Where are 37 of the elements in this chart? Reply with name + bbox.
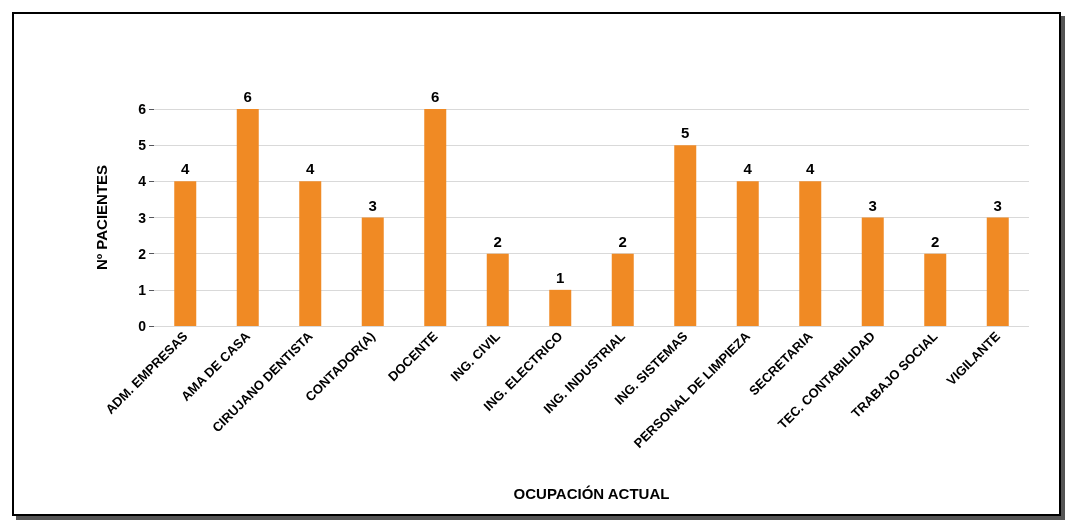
bar: [924, 253, 947, 326]
data-label: 1: [556, 268, 565, 286]
y-axis-title: Nº PACIENTES: [93, 164, 110, 271]
data-label: 6: [243, 88, 252, 105]
data-label: 4: [743, 160, 753, 178]
bar: [986, 217, 1009, 326]
data-label: 2: [618, 232, 627, 250]
y-tick-label: 5: [138, 137, 147, 154]
data-label: 3: [993, 196, 1002, 214]
y-tick-label: 0: [138, 318, 147, 334]
data-label: 3: [868, 196, 877, 214]
bar: [674, 145, 697, 326]
data-label: 5: [681, 124, 690, 142]
bar: [424, 109, 447, 326]
y-tick-label: 3: [138, 209, 147, 226]
bar: [611, 253, 634, 326]
bar: [549, 289, 572, 326]
data-label: 4: [181, 160, 191, 178]
bar: [486, 253, 509, 326]
bar: [736, 181, 759, 326]
data-label: 3: [368, 196, 377, 214]
bar: [361, 217, 384, 326]
x-axis-title: OCUPACIÓN ACTUAL: [513, 485, 670, 502]
bar: [799, 181, 822, 326]
bar: [236, 109, 259, 326]
data-label: 6: [431, 88, 440, 105]
data-label: 4: [806, 160, 816, 178]
data-label: 2: [931, 232, 940, 250]
bar: [299, 181, 322, 326]
data-label: 2: [493, 232, 502, 250]
bar: [174, 181, 197, 326]
y-tick-label: 4: [138, 173, 147, 190]
y-tick-label: 2: [138, 245, 147, 262]
y-tick-label: 6: [138, 101, 147, 117]
y-tick-label: 1: [138, 281, 147, 298]
bar: [861, 217, 884, 326]
data-label: 4: [306, 160, 316, 178]
